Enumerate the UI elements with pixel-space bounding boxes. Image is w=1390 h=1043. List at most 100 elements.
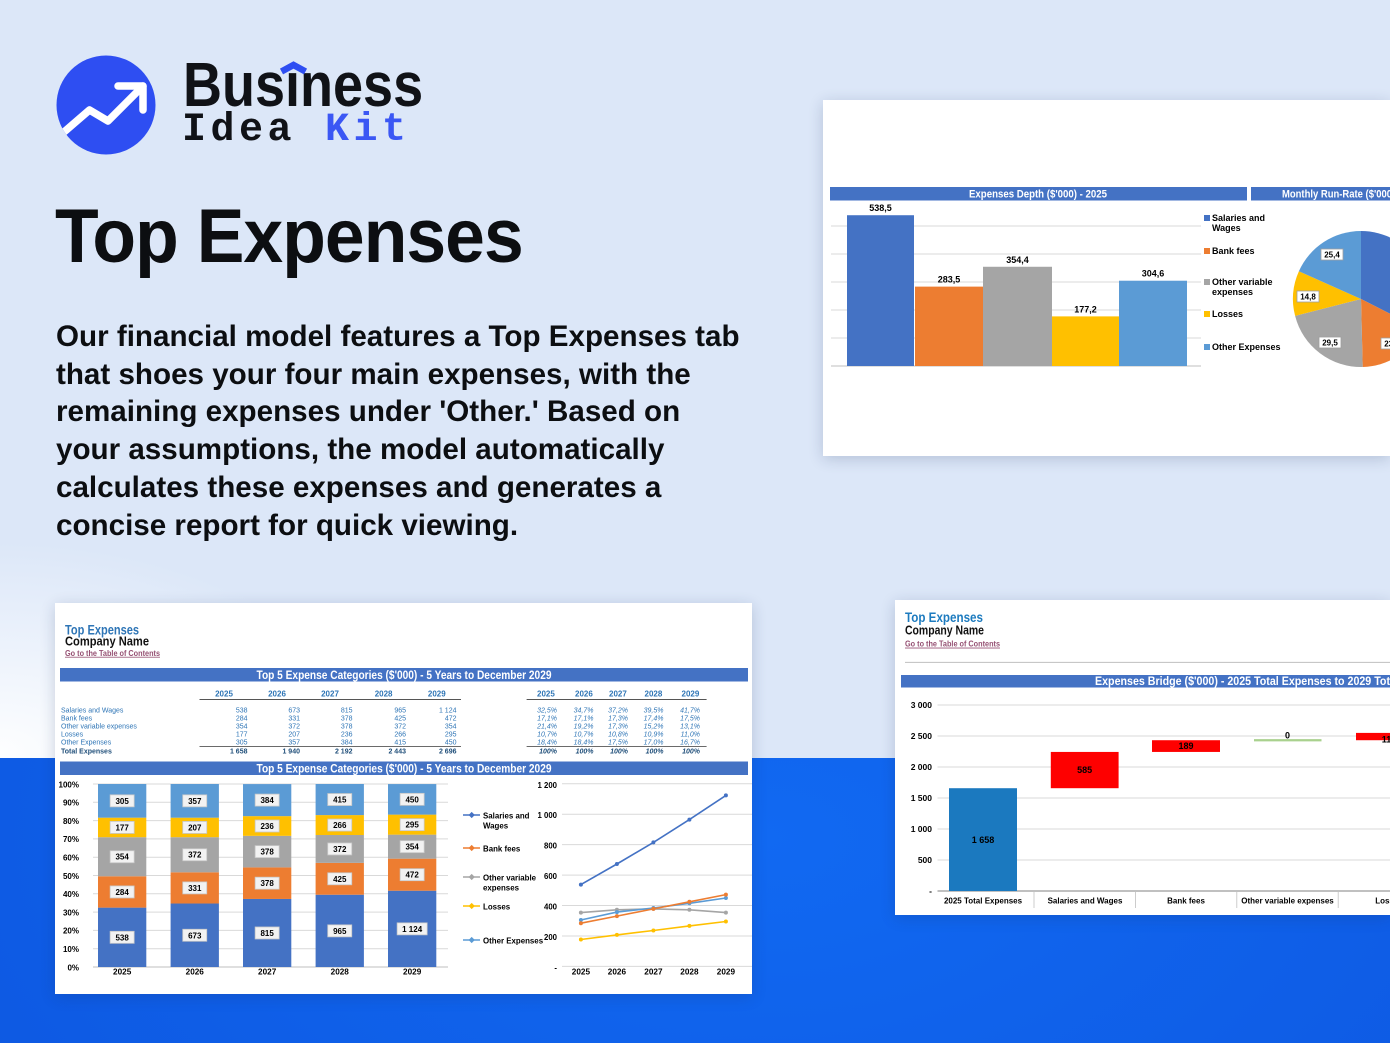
svg-text:90%: 90%	[63, 799, 79, 808]
svg-text:384: 384	[260, 796, 274, 805]
svg-text:Losses: Losses	[1375, 897, 1390, 906]
svg-text:372: 372	[288, 724, 300, 731]
svg-text:15,2%: 15,2%	[644, 724, 664, 731]
svg-text:Salaries and: Salaries and	[483, 812, 530, 821]
svg-text:354: 354	[445, 724, 457, 731]
svg-text:538: 538	[236, 708, 248, 715]
svg-text:34,7%: 34,7%	[574, 708, 594, 715]
svg-text:357: 357	[288, 740, 300, 747]
svg-text:450: 450	[445, 740, 457, 747]
svg-text:41,7%: 41,7%	[680, 708, 700, 715]
svg-text:2027: 2027	[321, 690, 339, 699]
svg-text:Expenses Bridge ($'000) - 2025: Expenses Bridge ($'000) - 2025 Total Exp…	[1095, 676, 1390, 688]
svg-text:Salaries and Wages: Salaries and Wages	[61, 708, 124, 715]
svg-text:118: 118	[1382, 734, 1390, 744]
svg-text:2026: 2026	[186, 968, 205, 977]
svg-text:3 000: 3 000	[911, 700, 933, 710]
svg-text:25,4: 25,4	[1324, 250, 1340, 259]
svg-text:Top Expenses: Top Expenses	[65, 622, 139, 638]
svg-text:Bank fees: Bank fees	[61, 716, 93, 723]
svg-text:236: 236	[341, 732, 353, 739]
svg-text:17,0%: 17,0%	[644, 740, 664, 747]
svg-text:304,6: 304,6	[1142, 269, 1165, 279]
svg-text:Bank fees: Bank fees	[1212, 246, 1255, 256]
svg-text:19,2%: 19,2%	[574, 724, 594, 731]
svg-text:70%: 70%	[63, 835, 79, 844]
svg-text:295: 295	[445, 732, 457, 739]
svg-text:2029: 2029	[403, 968, 422, 977]
svg-text:415: 415	[333, 796, 347, 805]
svg-text:80%: 80%	[63, 817, 79, 826]
svg-text:673: 673	[188, 931, 202, 940]
svg-text:Company Name: Company Name	[65, 634, 149, 649]
svg-text:673: 673	[288, 708, 300, 715]
svg-text:30%: 30%	[63, 908, 79, 917]
svg-text:10,7%: 10,7%	[537, 732, 557, 739]
svg-text:200: 200	[544, 933, 558, 942]
svg-text:538,5: 538,5	[869, 203, 892, 213]
svg-text:Top Expenses: Top Expenses	[905, 609, 983, 625]
svg-text:Salaries and Wages: Salaries and Wages	[1048, 897, 1123, 906]
svg-text:2029: 2029	[428, 690, 446, 699]
svg-text:18,4%: 18,4%	[537, 740, 557, 747]
svg-text:Losses: Losses	[61, 732, 84, 739]
svg-text:14,8: 14,8	[1300, 292, 1316, 301]
svg-text:-: -	[554, 963, 557, 972]
svg-text:60%: 60%	[63, 854, 79, 863]
svg-text:354: 354	[405, 843, 419, 852]
svg-text:283,5: 283,5	[938, 275, 961, 285]
svg-text:266: 266	[333, 821, 347, 830]
svg-text:2027: 2027	[609, 690, 627, 699]
svg-text:354: 354	[236, 724, 248, 731]
svg-text:Top 5 Expense Categories ($'00: Top 5 Expense Categories ($'000) - 5 Yea…	[257, 670, 552, 682]
svg-text:378: 378	[341, 724, 353, 731]
svg-text:Top 5 Expense Categories ($'00: Top 5 Expense Categories ($'000) - 5 Yea…	[257, 764, 552, 776]
svg-text:2028: 2028	[680, 968, 699, 977]
svg-text:585: 585	[1077, 765, 1092, 775]
svg-text:2027: 2027	[644, 968, 663, 977]
svg-text:2028: 2028	[331, 968, 350, 977]
svg-text:10%: 10%	[63, 945, 79, 954]
svg-text:Expenses Depth ($'000) - 2025: Expenses Depth ($'000) - 2025	[969, 189, 1107, 201]
svg-text:23,6: 23,6	[1384, 339, 1390, 348]
svg-text:Go to the Table of Contents: Go to the Table of Contents	[905, 639, 1000, 649]
svg-text:Total Expenses: Total Expenses	[61, 748, 112, 755]
svg-text:2 696: 2 696	[439, 748, 457, 755]
svg-text:472: 472	[445, 716, 457, 723]
svg-text:29,5: 29,5	[1322, 338, 1338, 347]
svg-text:1 124: 1 124	[439, 708, 457, 715]
svg-text:50%: 50%	[63, 872, 79, 881]
svg-text:472: 472	[405, 871, 419, 880]
svg-text:17,5%: 17,5%	[680, 716, 700, 723]
svg-text:372: 372	[333, 845, 347, 854]
svg-text:100%: 100%	[59, 780, 79, 789]
svg-text:207: 207	[188, 823, 202, 832]
svg-text:37,2%: 37,2%	[608, 708, 628, 715]
svg-text:39,5%: 39,5%	[644, 708, 664, 715]
svg-text:500: 500	[918, 855, 932, 865]
svg-text:2 000: 2 000	[911, 762, 933, 772]
svg-text:2 192: 2 192	[335, 748, 353, 755]
svg-text:266: 266	[394, 732, 406, 739]
svg-text:Other variable: Other variable	[1212, 277, 1273, 287]
svg-text:100%: 100%	[539, 748, 558, 755]
svg-text:Go to the Table of Contents: Go to the Table of Contents	[65, 649, 160, 658]
svg-text:400: 400	[544, 903, 558, 912]
svg-text:1 124: 1 124	[402, 925, 423, 934]
svg-text:13,1%: 13,1%	[680, 724, 700, 731]
svg-text:2028: 2028	[645, 690, 663, 699]
svg-text:10,8%: 10,8%	[608, 732, 628, 739]
svg-text:425: 425	[394, 716, 406, 723]
svg-text:815: 815	[260, 929, 274, 938]
svg-text:1 500: 1 500	[911, 793, 933, 803]
svg-text:40%: 40%	[63, 890, 79, 899]
svg-text:18,4%: 18,4%	[574, 740, 594, 747]
svg-text:1 940: 1 940	[282, 748, 300, 755]
svg-text:357: 357	[188, 797, 202, 806]
svg-text:354,4: 354,4	[1006, 255, 1029, 265]
svg-text:2025: 2025	[537, 690, 555, 699]
svg-text:100%: 100%	[610, 748, 629, 755]
svg-text:Bank fees: Bank fees	[483, 845, 521, 854]
svg-text:2026: 2026	[608, 968, 627, 977]
svg-text:100%: 100%	[682, 748, 701, 755]
